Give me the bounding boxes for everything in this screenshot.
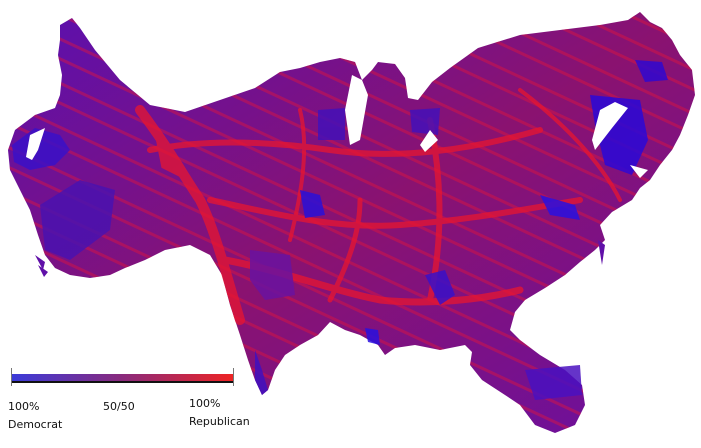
legend-democrat-label: Democrat [8,418,63,431]
legend-gradient-bar [12,374,233,383]
legend-tick-right [233,368,234,386]
legend-midpoint-label: 50/50 [103,400,135,413]
map-islands [35,240,605,277]
democrat-regions [12,60,668,400]
legend-democrat-percent: 100% [8,400,40,413]
legend-republican-percent: 100% [189,397,221,410]
map-gaps [26,75,648,178]
legend-tick-left [11,368,12,386]
legend-gradient-scale [11,368,235,386]
legend-republican-label: Republican [189,415,250,428]
